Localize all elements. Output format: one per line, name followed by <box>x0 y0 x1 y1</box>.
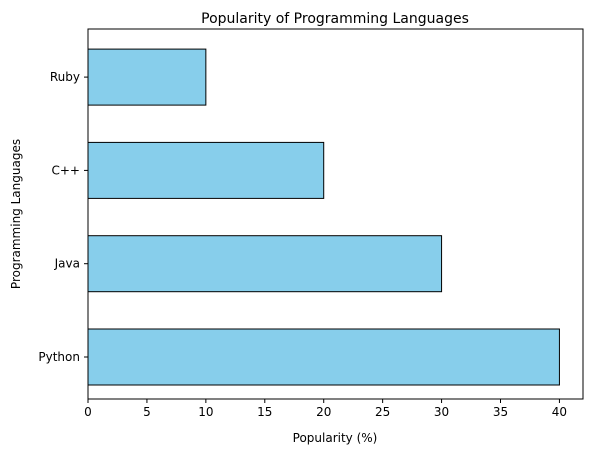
bars-layer <box>87 48 560 386</box>
ticks-layer: Python Java C++ Ruby 0 5 10 15 20 25 30 35 40 <box>38 70 567 419</box>
x-tick-label: 20 <box>316 405 331 419</box>
y-tick-label: Ruby <box>50 70 80 84</box>
plot-frame <box>87 28 584 400</box>
x-tick-label: 30 <box>434 405 449 419</box>
chart-title: Popularity of Programming Languages <box>201 11 469 27</box>
bar-java <box>87 235 443 293</box>
x-tick-label: 15 <box>257 405 272 419</box>
x-tick-label: 0 <box>84 405 92 419</box>
y-axis-label: Programming Languages <box>9 139 23 289</box>
bar-ruby <box>87 48 207 106</box>
y-tick-label: Python <box>38 350 80 364</box>
bar-python <box>87 328 560 386</box>
x-tick-label: 10 <box>198 405 213 419</box>
y-tick-label: Java <box>54 257 80 271</box>
bar-c <box>87 141 325 199</box>
x-axis-label: Popularity (%) <box>293 431 378 445</box>
x-tick-label: 40 <box>552 405 567 419</box>
x-tick-label: 35 <box>493 405 508 419</box>
x-tick-label: 5 <box>143 405 151 419</box>
x-tick-label: 25 <box>375 405 390 419</box>
y-tick-label: C++ <box>52 163 81 177</box>
